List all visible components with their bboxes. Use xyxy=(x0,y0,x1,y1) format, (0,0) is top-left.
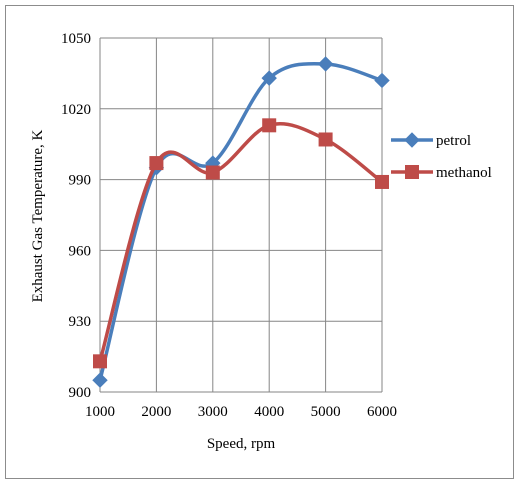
x-tick-label: 5000 xyxy=(311,404,341,420)
legend-item-methanol: methanol xyxy=(391,165,492,181)
series-group xyxy=(92,56,390,388)
methanol-point xyxy=(375,174,389,189)
petrol-point xyxy=(261,70,277,86)
y-axis-ticks: 900 930 960 990 1020 1050 xyxy=(61,31,91,401)
legend-marker xyxy=(404,132,420,148)
chart-frame xyxy=(5,5,514,479)
methanol-point xyxy=(93,354,107,369)
legend-item-petrol: petrol xyxy=(391,132,471,149)
y-axis-title: Exhaust Gas Temperature, K xyxy=(30,129,46,302)
series-petrol xyxy=(92,56,390,388)
petrol-point xyxy=(374,72,390,89)
petrol-point xyxy=(92,372,108,388)
y-tick-label: 990 xyxy=(69,173,92,189)
legend: petrol methanol xyxy=(391,132,492,181)
methanol-line xyxy=(98,122,384,362)
legend-label: petrol xyxy=(436,133,471,149)
y-tick-label: 930 xyxy=(69,314,92,330)
y-tick-label: 960 xyxy=(69,243,92,259)
y-tick-label: 900 xyxy=(69,385,92,401)
y-tick-label: 1050 xyxy=(61,31,91,47)
y-tick-label: 1020 xyxy=(61,102,91,118)
x-tick-label: 1000 xyxy=(85,404,115,420)
x-tick-label: 6000 xyxy=(367,404,397,420)
x-tick-label: 3000 xyxy=(198,404,228,420)
methanol-point xyxy=(205,165,220,180)
legend-marker xyxy=(405,165,419,179)
x-axis-ticks: 1000 2000 3000 4000 5000 6000 xyxy=(85,404,397,420)
x-axis-title: Speed, rpm xyxy=(207,436,276,452)
methanol-point xyxy=(149,156,164,171)
legend-label: methanol xyxy=(436,165,492,181)
methanol-point xyxy=(318,132,333,147)
petrol-point xyxy=(317,56,334,72)
x-tick-label: 4000 xyxy=(254,404,284,420)
methanol-point xyxy=(262,118,277,133)
gridlines xyxy=(99,37,383,393)
x-tick-label: 2000 xyxy=(141,404,171,420)
petrol-line xyxy=(98,61,383,381)
series-methanol xyxy=(93,118,389,369)
